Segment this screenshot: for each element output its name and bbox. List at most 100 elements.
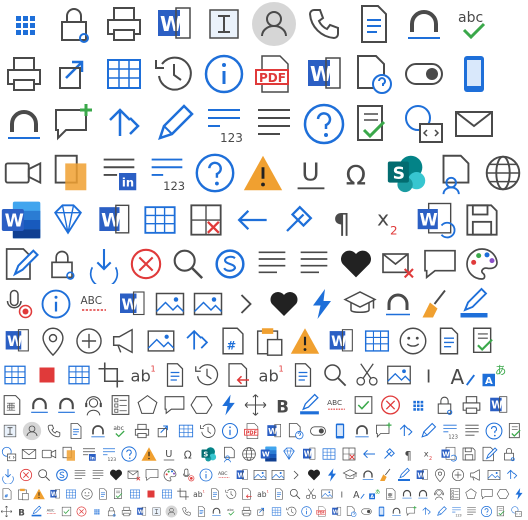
doc-lines-icon [66,420,86,442]
cancel-small-icon [75,504,88,519]
move-icon [243,392,268,418]
lock-key-icon [432,392,457,418]
svg-text:S: S [393,164,405,184]
alert-icon [32,486,46,502]
arch-icon [88,420,108,442]
help-icon [300,100,348,148]
svg-text:ab: ab [257,490,267,499]
lightning-small-icon [512,486,526,502]
bullet-icon [294,244,334,284]
grid-icon [360,324,394,358]
svg-text:W: W [7,334,23,350]
align-icon [250,100,298,148]
chat-icon [420,244,460,284]
skype-icon [54,466,70,484]
mail-error-icon [378,244,418,284]
scissors-icon [304,486,318,502]
arch-small-icon [380,286,416,322]
image-box-icon [144,324,178,358]
svg-text:A: A [451,365,465,389]
list-icon [252,244,292,284]
table-alt-icon [64,360,94,390]
svg-text:A: A [485,376,493,387]
history-icon [150,50,198,98]
svg-text:W: W [331,334,347,350]
svg-text:W: W [310,62,332,86]
nav-icon [180,324,214,358]
arch-lines2-icon [400,486,414,502]
svg-text:W: W [138,509,144,515]
arch-icon [210,504,223,519]
heart-icon [108,466,124,484]
svg-text:I: I [341,490,343,500]
back-icon [230,198,274,242]
printer-small-icon [0,50,48,98]
person-circle-icon [22,420,42,442]
crop-icon [176,486,190,502]
svg-text:in: in [90,455,95,461]
pen-icon [435,504,448,519]
heart-icon [336,244,376,284]
svg-text:ABC: ABC [81,295,103,307]
text-box-icon [0,420,20,442]
spell-check-icon: abc [225,504,238,519]
mail-icon [20,444,38,464]
page-icon [96,486,110,502]
svg-text:W: W [101,210,121,231]
printer-icon [120,504,133,519]
arch-fill-icon [416,486,430,502]
smiley-icon [80,486,94,502]
apps-grid-icon [0,0,48,48]
broken-heart-icon [266,286,302,322]
usb-icon [380,444,398,464]
pen-icon [418,420,438,442]
bold-icon: B [270,392,295,418]
arch-lines-icon [0,100,48,148]
info-small-icon [198,466,214,484]
text-style-icon: A [352,486,366,502]
pentagon-icon [135,392,160,418]
word-list-icon: W [0,324,34,358]
svg-text:W: W [160,12,182,36]
arch-lines-icon [390,504,403,519]
lock-icon [42,244,82,284]
lightning-icon [324,466,340,484]
doc-lines-icon [350,0,398,48]
link-icon [50,50,98,98]
history-icon [285,504,298,519]
lock-key-icon [105,504,118,519]
svg-text:123: 123 [220,131,243,145]
spell-check-icon: abc [110,420,130,442]
svg-text:123: 123 [448,435,458,441]
svg-text:ab: ab [259,366,279,385]
printer-icon [459,392,484,418]
word-icon: W [330,504,343,519]
doc-help-icon [345,504,358,519]
svg-text:PDF: PDF [259,71,286,85]
image-alt-icon [190,286,226,322]
number-list-icon: 123 [200,100,248,148]
save-icon [460,444,478,464]
document-check-icon [506,420,526,442]
megaphone-icon [468,466,484,484]
mail-icon [450,100,498,148]
bold-icon: B [15,504,28,519]
pilcrow-icon: ¶ [400,444,418,464]
text-box-icon [200,0,248,48]
check-list-icon [108,392,133,418]
help-small-icon [192,150,238,196]
word-app-icon: W [0,198,44,242]
palette-icon [462,244,502,284]
person-circle-icon [250,0,298,48]
number-box-icon: 123 [144,150,190,196]
megaphone-icon [108,324,142,358]
toggle-icon [400,50,448,98]
move-icon [0,504,13,519]
svg-text:あ: あ [495,364,506,377]
diamond-icon [46,198,90,242]
svg-text:B: B [18,508,25,518]
arch-lines2-icon [27,392,52,418]
record-icon [180,466,196,484]
